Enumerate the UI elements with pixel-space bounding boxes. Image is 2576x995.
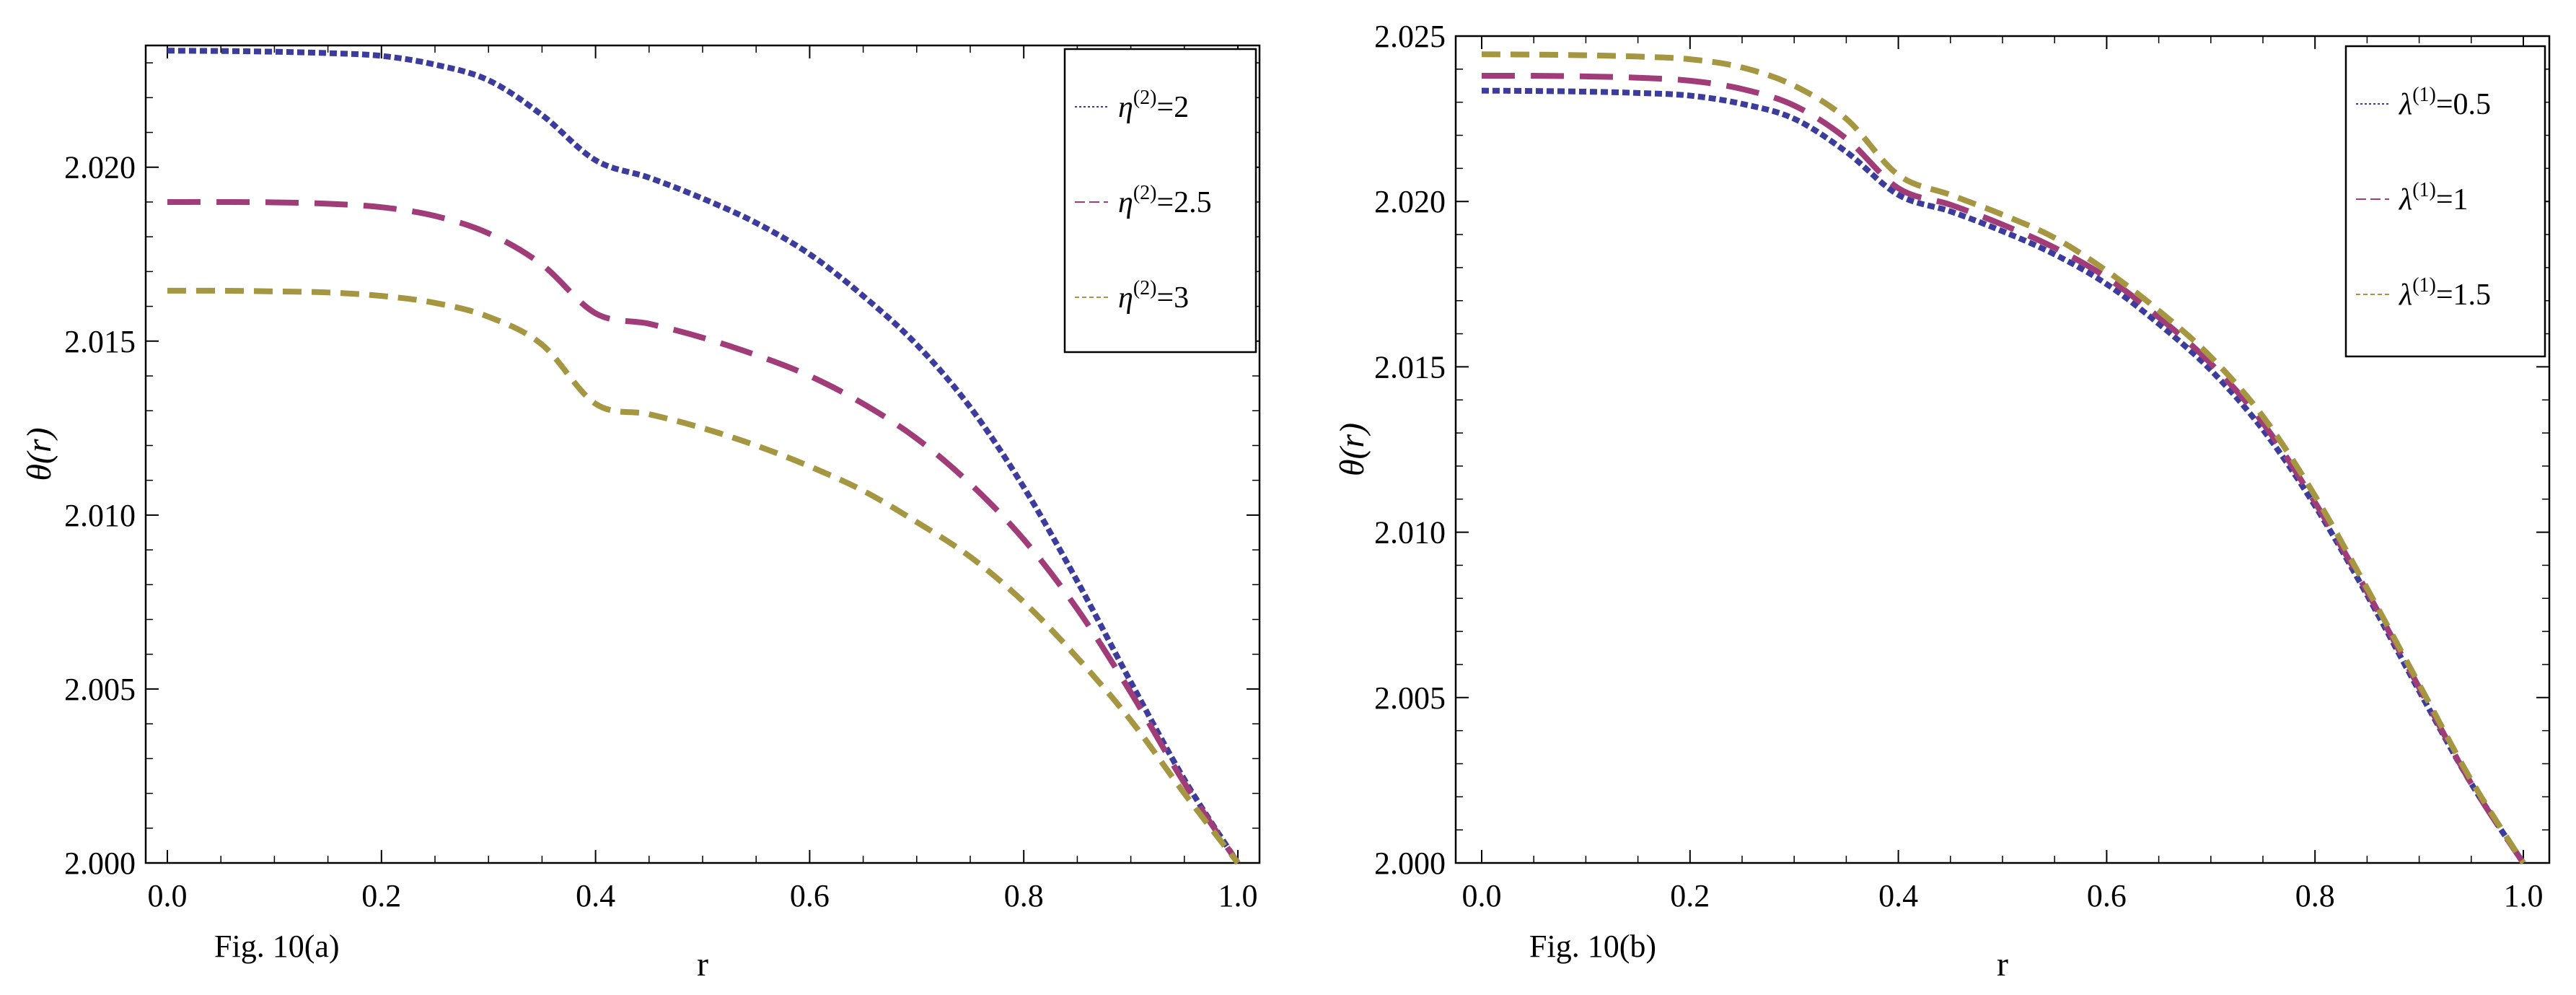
- legend-box: [2344, 45, 2546, 358]
- x-axis-title: r: [1997, 945, 2008, 983]
- y-tick-label: 2.000: [1374, 846, 1446, 881]
- y-tick-label: 2.005: [1374, 680, 1446, 716]
- x-tick-label: 0.6: [2087, 878, 2127, 913]
- figure-caption: Fig. 10(b): [1529, 929, 1656, 964]
- y-tick-label: 2.020: [64, 150, 136, 185]
- y-tick-label: 2.000: [64, 846, 136, 881]
- series-line-3: [167, 287, 1241, 865]
- x-tick-label: 0.0: [1462, 878, 1502, 913]
- y-tick-label: 2.010: [64, 498, 136, 533]
- y-tick-label: 2.015: [1374, 349, 1446, 385]
- x-tick-label: 0.8: [1004, 878, 1044, 913]
- x-tick-label: 0.6: [790, 878, 830, 913]
- chart-fig-10a: 0.0 0.2 0.4 0.6 0.8 1.0 2.000 2.005 2.010 2.015 2.…: [20, 44, 1261, 983]
- y-tick-label: 2.025: [1374, 19, 1446, 54]
- x-tick-label: 0.0: [148, 878, 188, 913]
- y-axis-title: θ(r): [20, 427, 58, 481]
- x-tick-label: 0.4: [1878, 878, 1918, 913]
- x-tick-label: 0.2: [361, 878, 401, 913]
- chart-fig-10b: 0.0 0.2 0.4 0.6 0.8 1.0 2.000 2.005 2.010 2.015 2.…: [1333, 19, 2551, 983]
- y-tick-label: 2.020: [1374, 184, 1446, 219]
- series-line-2: [167, 198, 1241, 865]
- x-tick-label: 0.2: [1670, 878, 1710, 913]
- legend-label: λ(1)=1: [2398, 179, 2469, 216]
- legend-label: η(2)=3: [1118, 277, 1189, 315]
- x-tick-label: 0.8: [2295, 878, 2335, 913]
- series-line-2: [1481, 72, 2526, 865]
- legend-label: η(2)=2: [1118, 87, 1189, 124]
- y-tick-label: 2.015: [64, 324, 136, 359]
- y-axis-title: θ(r): [1333, 423, 1371, 476]
- legend-label: λ(1)=0.5: [2398, 84, 2491, 121]
- legend-box: [1063, 48, 1257, 354]
- x-tick-label: 1.0: [2504, 878, 2544, 913]
- x-axis-title: r: [697, 945, 708, 983]
- legend-label: η(2)=2.5: [1118, 182, 1212, 219]
- y-tick-label: 2.010: [1374, 515, 1446, 551]
- legend-label: λ(1)=1.5: [2398, 274, 2491, 312]
- y-tick-label: 2.005: [64, 672, 136, 707]
- figure-caption: Fig. 10(a): [214, 929, 340, 964]
- series-line-1: [167, 48, 1241, 865]
- series-line-3: [1481, 51, 2526, 865]
- x-tick-label: 1.0: [1218, 878, 1258, 913]
- series-line-1: [1481, 87, 2526, 865]
- x-tick-label: 0.4: [576, 878, 615, 913]
